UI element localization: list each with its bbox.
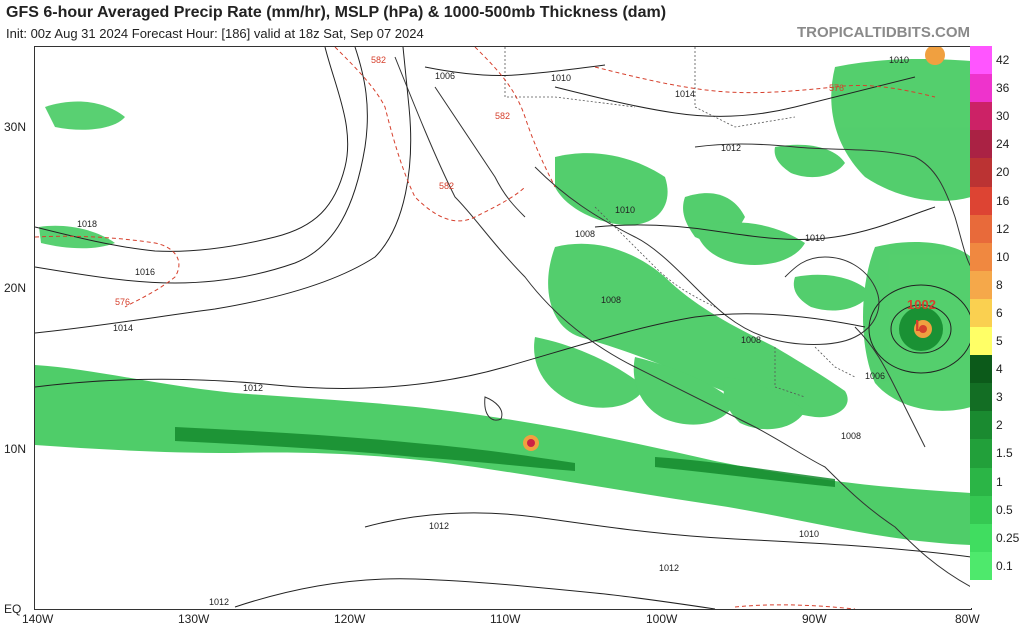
map-canvas: 1006 1010 1014 1012 1010 1018 1016 1014 … [35, 47, 971, 609]
isobar-label: 1010 [889, 55, 909, 65]
isobar-label: 1006 [865, 371, 885, 381]
colorbar-cell [970, 439, 992, 468]
colorbar-label: 1.5 [996, 446, 1013, 461]
precip-low-core [523, 47, 945, 451]
borders [504, 47, 856, 398]
precip-mexico [534, 153, 848, 430]
isobar-label: 1014 [675, 89, 695, 99]
lon-label-120w: 120W [334, 612, 366, 626]
brand-watermark: TROPICALTIDBITS.COM [796, 24, 970, 41]
isobar-label: 1008 [741, 335, 761, 345]
colorbar-cell [970, 298, 992, 328]
lon-label-90w: 90W [802, 612, 827, 626]
lat-label-eq: EQ [4, 602, 22, 616]
precip-itcz-heavy [175, 427, 835, 487]
isobar-label: 1010 [615, 205, 635, 215]
colorbar-label: 3 [996, 390, 1003, 405]
colorbar-label: 36 [996, 81, 1010, 96]
lon-label-140w: 140W [22, 612, 54, 626]
colorbar-label: 0.1 [996, 558, 1013, 573]
isobar-label: 1006 [435, 71, 455, 81]
isobar-label: 1008 [841, 431, 861, 441]
isobar-label: 1012 [209, 597, 229, 607]
coastlines [394, 56, 971, 588]
lat-label-30n: 30N [4, 120, 27, 134]
colorbar-cell [970, 102, 992, 131]
isobar-label: 1012 [243, 383, 263, 393]
colorbar-label: 0.5 [996, 502, 1013, 517]
isobar-label: 1008 [575, 229, 595, 239]
precip-colorbar [970, 46, 992, 609]
colorbar-label: 20 [996, 165, 1010, 180]
isobar-label: 1010 [805, 233, 825, 243]
map-subtitle: Init: 00z Aug 31 2024 Forecast Hour: [18… [6, 26, 424, 41]
colorbar-label: 42 [996, 53, 1010, 68]
thickness-label: 576 [829, 83, 844, 93]
colorbar-cell [970, 355, 992, 384]
colorbar-cell [970, 327, 992, 356]
isobar-label: 1018 [77, 219, 97, 229]
colorbar-cell [970, 383, 992, 412]
colorbar-label: 5 [996, 334, 1003, 349]
colorbar-label: 30 [996, 109, 1010, 124]
thickness-label: 582 [371, 55, 386, 65]
colorbar-cell [970, 158, 992, 187]
colorbar-cell [970, 270, 992, 300]
low-pressure-symbol: L [915, 318, 925, 335]
colorbar-cell [970, 495, 992, 525]
colorbar-cell [970, 523, 992, 553]
thickness-contours [35, 47, 936, 609]
colorbar-cell [970, 579, 992, 609]
low-pressure-center: 1002 L [907, 297, 936, 335]
colorbar-label: 2 [996, 418, 1003, 433]
colorbar-label: 10 [996, 249, 1010, 264]
colorbar-cell [970, 242, 992, 272]
lon-label-100w: 100W [646, 612, 678, 626]
isobar-label: 1010 [551, 73, 571, 83]
lon-label-80w: 80W [955, 612, 980, 626]
isobar-label: 1010 [799, 529, 819, 539]
colorbar-label: 6 [996, 305, 1003, 320]
pressure-labels: 1006 1010 1014 1012 1010 1018 1016 1014 … [77, 55, 909, 607]
isobar-label: 1012 [429, 521, 449, 531]
colorbar-label: 0.25 [996, 530, 1020, 545]
isobar-label: 1012 [659, 563, 679, 573]
colorbar-label: 4 [996, 362, 1003, 377]
colorbar-cell [970, 186, 992, 216]
colorbar-label: 12 [996, 221, 1010, 236]
colorbar-cell [970, 411, 992, 440]
map-title: GFS 6-hour Averaged Precip Rate (mm/hr),… [6, 4, 667, 21]
isobar-label: 1016 [135, 267, 155, 277]
isobar-label: 1008 [601, 295, 621, 305]
colorbar-label: 1 [996, 474, 1003, 489]
weather-map: 1006 1010 1014 1012 1010 1018 1016 1014 … [34, 46, 972, 610]
colorbar-label: 16 [996, 193, 1010, 208]
lat-label-20n: 20N [4, 281, 27, 295]
isobar-label: 1012 [721, 143, 741, 153]
low-pressure-value: 1002 [907, 297, 936, 312]
lat-label-10n: 10N [4, 442, 27, 456]
colorbar-cell [970, 467, 992, 497]
colorbar-cell [970, 551, 992, 581]
lon-label-110w: 110W [490, 612, 521, 626]
colorbar-cell [970, 46, 992, 75]
colorbar-cell [970, 214, 992, 244]
thickness-labels: 576 582 582 576 582 [115, 55, 844, 307]
colorbar-label: 8 [996, 277, 1003, 292]
thickness-label: 582 [439, 181, 454, 191]
isobars [35, 47, 971, 609]
colorbar-label: 24 [996, 137, 1010, 152]
isobar-label: 1014 [113, 323, 133, 333]
thickness-label: 582 [495, 111, 510, 121]
colorbar-cell [970, 130, 992, 159]
colorbar-cell [970, 74, 992, 103]
thickness-label: 576 [115, 297, 130, 307]
lon-label-130w: 130W [178, 612, 210, 626]
